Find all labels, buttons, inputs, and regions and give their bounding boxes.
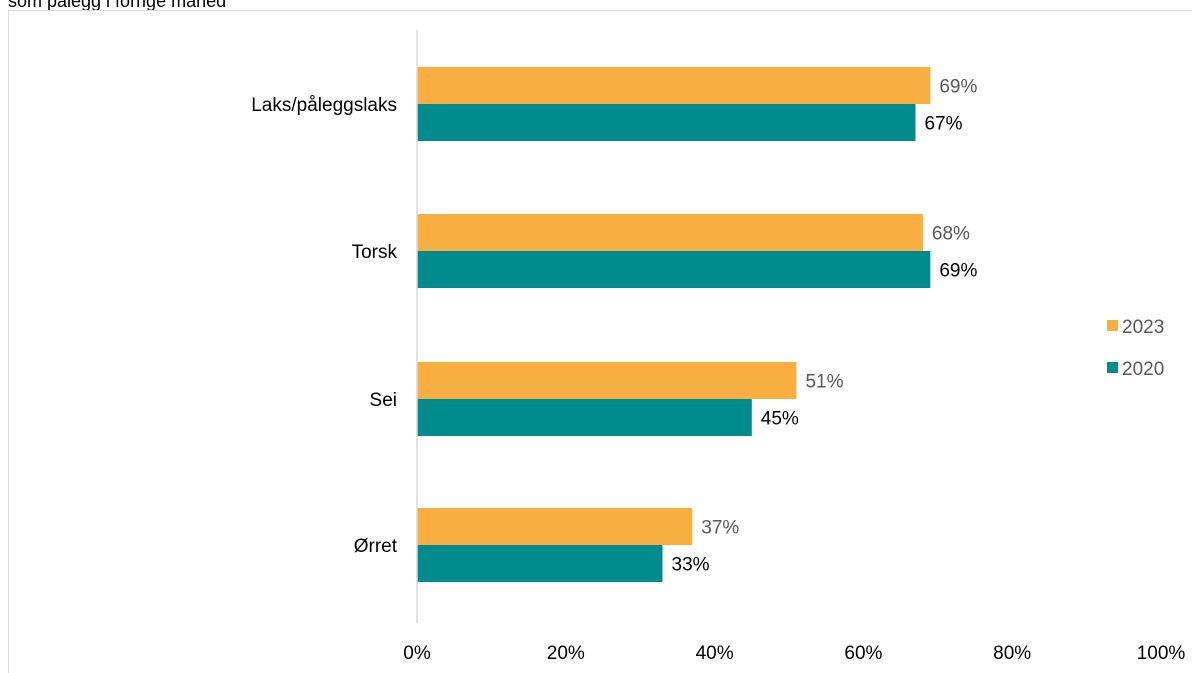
bar-2020-2 bbox=[417, 399, 752, 436]
data-label-2023-2: 51% bbox=[805, 372, 843, 393]
legend-swatch-2023 bbox=[1107, 320, 1118, 331]
data-label-2020-3: 33% bbox=[672, 555, 710, 576]
bar-2020-1 bbox=[417, 251, 931, 288]
x-tick-label-2: 40% bbox=[696, 643, 734, 664]
legend-label-2020: 2020 bbox=[1122, 359, 1164, 380]
data-label-2023-3: 37% bbox=[701, 518, 739, 539]
bar-2020-3 bbox=[417, 545, 663, 582]
data-label-2020-1: 69% bbox=[939, 261, 977, 282]
chart-frame-left bbox=[8, 10, 9, 673]
bar-2023-1 bbox=[417, 214, 923, 251]
bar-2023-2 bbox=[417, 362, 797, 399]
category-label-1: Torsk bbox=[352, 242, 398, 263]
data-label-2023-1: 68% bbox=[932, 224, 970, 245]
data-label-2023-0: 69% bbox=[939, 77, 977, 98]
bar-2023-3 bbox=[417, 508, 693, 545]
x-tick-label-1: 20% bbox=[547, 643, 585, 664]
data-label-2020-0: 67% bbox=[924, 114, 962, 135]
bar-2023-0 bbox=[417, 67, 931, 104]
data-label-2020-2: 45% bbox=[761, 409, 799, 430]
legend-swatch-2020 bbox=[1107, 362, 1118, 373]
bar-2020-0 bbox=[417, 104, 916, 141]
category-label-0: Laks/påleggslaks bbox=[251, 95, 397, 116]
x-tick-label-0: 0% bbox=[403, 643, 431, 664]
legend-label-2023: 2023 bbox=[1122, 317, 1164, 338]
category-label-2: Sei bbox=[370, 390, 397, 411]
chart-title: som pålegg i forrige måned bbox=[8, 0, 227, 11]
x-tick-label-4: 80% bbox=[993, 643, 1031, 664]
x-tick-label-5: 100% bbox=[1137, 643, 1186, 664]
chart-frame-top bbox=[8, 10, 1192, 11]
category-label-3: Ørret bbox=[354, 536, 398, 557]
x-tick-label-3: 60% bbox=[844, 643, 882, 664]
